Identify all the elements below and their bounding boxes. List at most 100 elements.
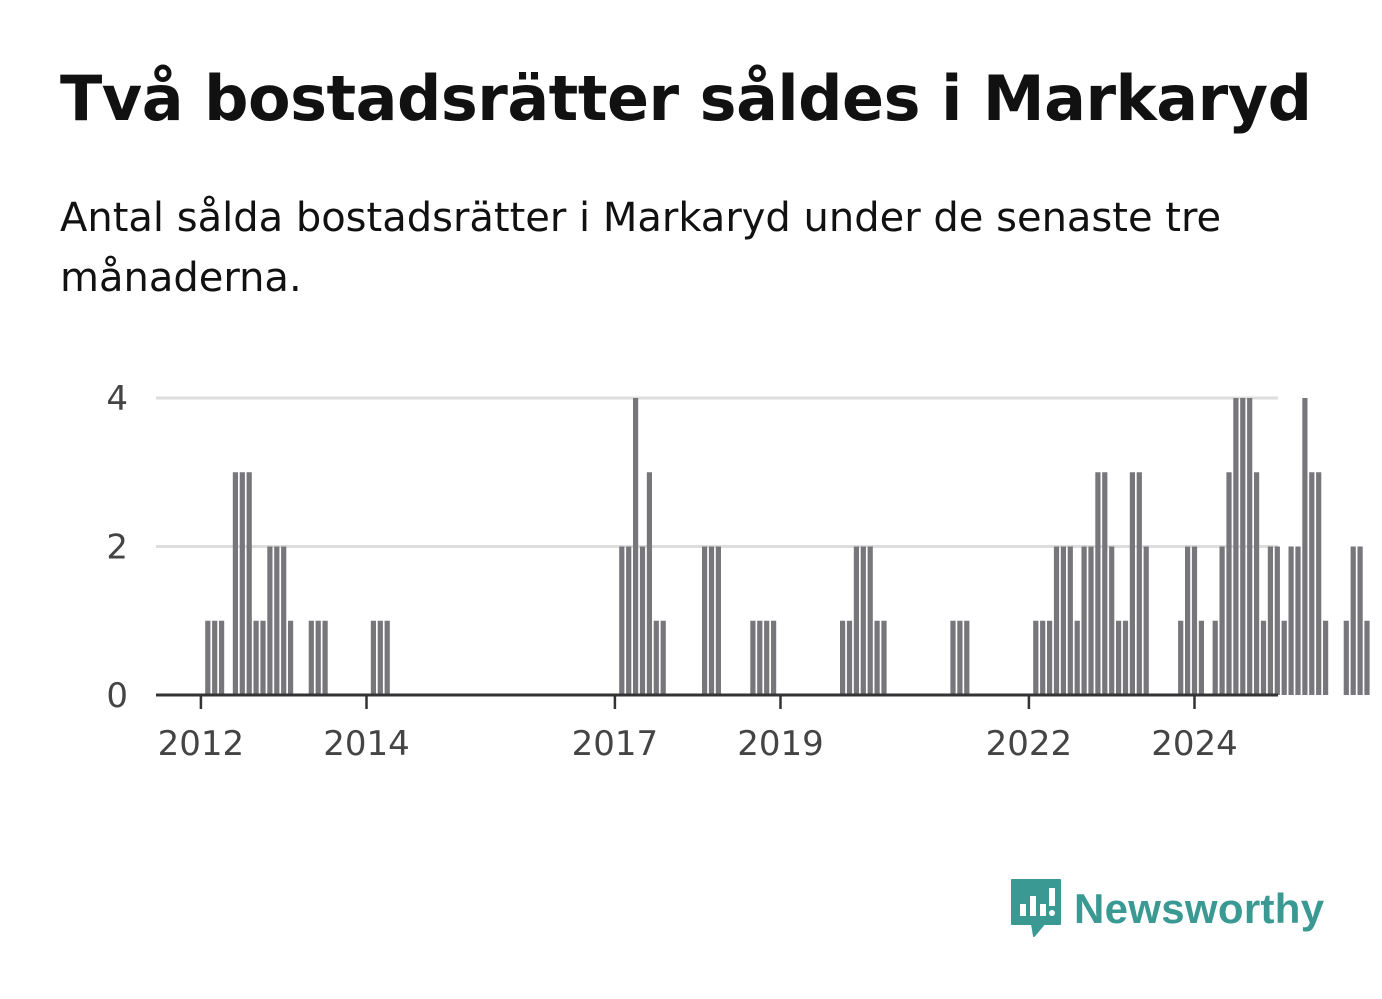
bar xyxy=(874,620,880,695)
x-tick-label: 2024 xyxy=(1151,724,1238,764)
gridlines xyxy=(156,396,1278,548)
bar xyxy=(626,546,632,695)
bar xyxy=(1060,546,1066,695)
bar xyxy=(860,546,866,695)
bar xyxy=(1274,546,1280,695)
bar xyxy=(1067,546,1073,695)
bar xyxy=(1323,620,1329,695)
bar xyxy=(715,546,721,695)
bar xyxy=(274,546,280,695)
bar xyxy=(1302,398,1308,695)
bar xyxy=(1136,472,1142,695)
bar xyxy=(1178,620,1184,695)
bar xyxy=(867,546,873,695)
brand-name: Newsworthy xyxy=(1074,885,1325,932)
bar xyxy=(1357,546,1363,695)
bar xyxy=(757,620,763,695)
bar xyxy=(1267,546,1273,695)
bar xyxy=(1219,546,1225,695)
bar xyxy=(267,546,273,695)
bar xyxy=(750,620,756,695)
bar xyxy=(660,620,666,695)
bar xyxy=(853,546,859,695)
bar xyxy=(771,620,777,695)
bar xyxy=(646,472,652,695)
bar xyxy=(702,546,708,695)
bar xyxy=(1247,398,1253,695)
bar xyxy=(846,620,853,695)
newsworthy-logo-icon xyxy=(1011,879,1061,937)
bar xyxy=(1316,472,1322,695)
y-tick-label: 2 xyxy=(106,528,128,568)
bar xyxy=(1212,620,1218,695)
bar xyxy=(1047,620,1053,695)
bar xyxy=(1116,620,1122,695)
bar xyxy=(1350,546,1356,695)
x-tick-label: 2019 xyxy=(737,724,824,764)
bar xyxy=(212,620,218,695)
bar xyxy=(1198,620,1204,695)
bar xyxy=(232,472,238,695)
bar xyxy=(1081,546,1087,695)
bar xyxy=(881,620,887,695)
bar xyxy=(1129,472,1135,695)
brand-logo: Newsworthy xyxy=(1010,878,1324,940)
bar xyxy=(253,620,259,695)
bar xyxy=(1364,620,1370,695)
bar xyxy=(764,620,770,695)
bar xyxy=(370,620,376,695)
chart-subtitle: Antal sålda bostadsrätter i Markaryd und… xyxy=(60,195,1222,301)
bar xyxy=(1040,620,1046,695)
bar xyxy=(1254,472,1260,695)
bar xyxy=(1185,546,1191,695)
bar xyxy=(1109,546,1115,695)
chart-title: Två bostadsrätter såldes i Markaryd xyxy=(60,62,1312,135)
x-tick-label: 2014 xyxy=(323,724,410,764)
bar xyxy=(322,620,328,695)
bar xyxy=(205,620,211,695)
bar xyxy=(708,546,715,695)
y-tick-label: 4 xyxy=(106,379,128,419)
bar xyxy=(1281,620,1287,695)
bar xyxy=(308,620,314,695)
bar xyxy=(1260,620,1267,695)
bar xyxy=(1095,472,1101,695)
bar xyxy=(239,472,245,695)
x-tick-label: 2022 xyxy=(986,724,1073,764)
labels: 0242012201420172019202220242 xyxy=(106,379,1238,764)
bar xyxy=(384,620,390,695)
bar xyxy=(1033,620,1039,695)
bar xyxy=(1288,546,1294,695)
bar xyxy=(1102,472,1108,695)
bar xyxy=(1240,398,1246,695)
bar xyxy=(281,546,287,695)
bar xyxy=(246,472,252,695)
x-tick-label: 2012 xyxy=(158,724,245,764)
bar xyxy=(1122,620,1129,695)
bar xyxy=(219,620,225,695)
bar xyxy=(1343,620,1349,695)
bar xyxy=(1074,620,1080,695)
bar xyxy=(1309,472,1315,695)
bar xyxy=(315,620,321,695)
bar xyxy=(1143,546,1149,695)
bar xyxy=(950,620,956,695)
bars xyxy=(205,398,1370,695)
bar xyxy=(840,620,846,695)
bar xyxy=(653,620,659,695)
x-tick-label: 2017 xyxy=(572,724,659,764)
bar xyxy=(964,620,970,695)
bar xyxy=(619,546,625,695)
y-tick-label: 0 xyxy=(106,676,128,716)
bar xyxy=(288,620,294,695)
bar xyxy=(957,620,963,695)
bar xyxy=(1233,398,1239,695)
bar xyxy=(1226,472,1232,695)
bar xyxy=(639,546,646,695)
bar xyxy=(1295,546,1301,695)
bar xyxy=(260,620,266,695)
bar xyxy=(1053,546,1060,695)
bar xyxy=(377,620,383,695)
bar xyxy=(633,398,639,695)
